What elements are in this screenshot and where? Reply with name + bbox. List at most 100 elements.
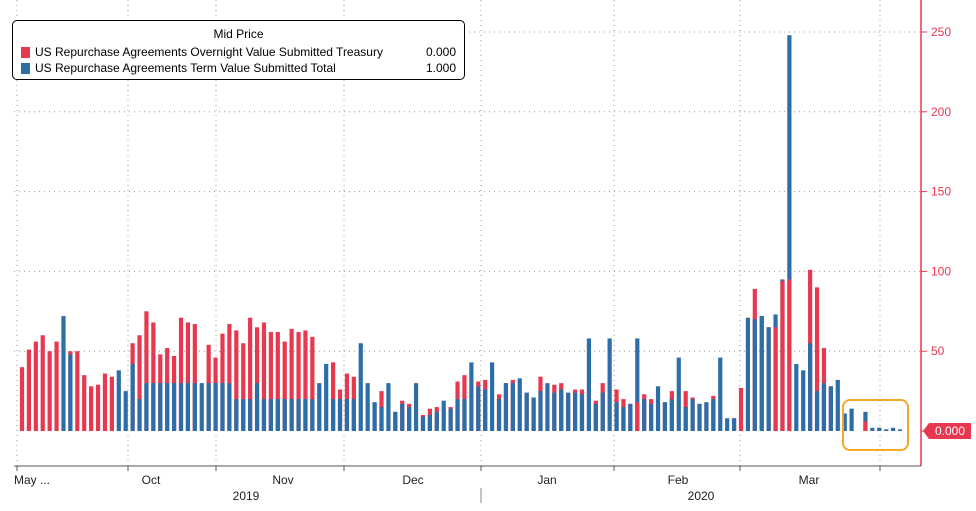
bar-term — [185, 383, 191, 431]
bar-term — [476, 386, 481, 431]
bar-term — [206, 383, 211, 431]
bar-term — [503, 383, 509, 431]
bar-overnight — [814, 287, 820, 431]
x-tick-label: Feb — [668, 473, 689, 487]
bar-overnight — [192, 324, 197, 431]
bar-term — [655, 386, 661, 431]
bar-term — [787, 35, 792, 431]
bar-overnight — [178, 317, 184, 431]
last-value-label: 0.000 — [934, 424, 966, 438]
bar-overnight — [33, 341, 38, 431]
bar-overnight — [787, 279, 792, 431]
bar-term — [296, 399, 301, 431]
bar-term — [559, 389, 564, 431]
bar-overnight — [738, 387, 744, 431]
bar-term — [835, 379, 840, 431]
legend-entry-overnight: US Repurchase Agreements Overnight Value… — [21, 45, 456, 60]
bar-overnight — [268, 332, 273, 431]
bar-term — [566, 392, 571, 431]
bar-term — [441, 400, 446, 431]
bar-term — [317, 383, 322, 431]
bar-term — [241, 399, 246, 431]
bar-term — [662, 402, 668, 431]
bar-overnight — [54, 341, 59, 431]
y-tick-label: 150 — [931, 185, 951, 199]
bar-overnight — [95, 384, 101, 431]
bar-term — [372, 402, 377, 431]
bar-overnight — [75, 351, 80, 431]
bar-term — [552, 392, 557, 431]
bar-term — [365, 383, 370, 431]
bar-overnight — [282, 341, 287, 431]
bar-term — [711, 399, 716, 431]
bar-term — [897, 429, 903, 431]
bar-term — [731, 418, 737, 431]
bar-overnight — [254, 327, 260, 431]
bar-term — [828, 386, 833, 431]
bar-term — [890, 427, 896, 431]
bar-term — [234, 399, 239, 431]
bar-term — [420, 416, 426, 431]
y-tick-label: 50 — [931, 344, 945, 358]
bar-term — [752, 319, 757, 431]
bar-term — [413, 383, 419, 431]
bar-term — [282, 399, 287, 431]
bar-term — [254, 383, 260, 431]
bar-term — [600, 392, 605, 431]
bar-term — [614, 402, 619, 431]
bar-term — [116, 370, 121, 431]
bar-term — [628, 403, 633, 431]
x-tick-label: Jan — [537, 473, 556, 487]
bar-term — [275, 399, 280, 431]
bar-overnight — [137, 335, 142, 431]
bar-overnight — [635, 402, 640, 431]
bar-term — [123, 391, 128, 431]
bar-overnight — [109, 376, 114, 431]
bar-term — [310, 399, 315, 431]
bar-term — [669, 399, 674, 431]
bar-term — [718, 357, 723, 431]
bar-term — [483, 389, 488, 431]
bar-term — [248, 399, 253, 431]
bar-term — [400, 403, 405, 431]
bar-term — [593, 403, 598, 431]
bar-overnight — [89, 386, 94, 431]
bar-term — [870, 427, 875, 431]
bar-overnight — [151, 322, 156, 431]
bar-overnight — [19, 367, 25, 431]
last-value-badge: 0.000 — [923, 423, 971, 439]
bar-term — [510, 383, 515, 431]
x-tick-label: Dec — [402, 473, 423, 487]
legend-value-overnight: 0.000 — [425, 45, 456, 59]
bar-overnight — [220, 333, 225, 431]
bar-overnight — [102, 373, 108, 431]
bar-overnight — [261, 322, 267, 431]
bar-overnight — [144, 311, 149, 431]
bar-overnight — [331, 362, 336, 431]
bar-term — [635, 338, 640, 431]
bar-term — [130, 363, 135, 431]
x-tick-label: May ... — [14, 473, 50, 487]
year-label: 2020 — [688, 489, 715, 503]
bar-term — [448, 408, 453, 431]
bar-term — [213, 383, 218, 431]
legend-entry-term: US Repurchase Agreements Term Value Subm… — [21, 61, 456, 76]
bar-term — [842, 413, 847, 431]
bar-overnight — [863, 421, 868, 431]
bar-term — [572, 392, 578, 431]
bar-term — [379, 407, 384, 431]
bar-term — [759, 316, 764, 431]
bar-term — [814, 391, 820, 431]
bar-term — [393, 411, 398, 431]
y-tick-label: 100 — [931, 264, 951, 278]
bar-term — [649, 403, 654, 431]
bar-term — [192, 383, 197, 431]
bar-term — [165, 383, 170, 431]
bar-overnight — [310, 336, 315, 431]
x-axis: May ... Oct Nov Dec Jan Feb Mar 2019 2020 — [14, 465, 921, 503]
bar-term — [690, 399, 695, 431]
bar-overnight — [47, 351, 52, 431]
bar-term — [158, 383, 163, 431]
bar-term — [794, 363, 799, 431]
